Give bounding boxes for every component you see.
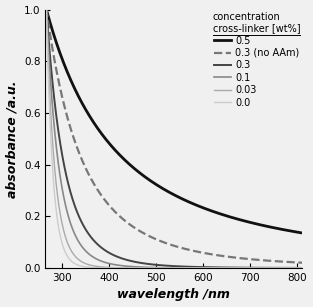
0.3 (no AAm): [88, 175, 92, 179]
0.3 (no AAm): [295, 261, 299, 264]
0.3: [88, 234, 92, 238]
0.5: [153, 182, 157, 186]
0.3 (no AAm): [268, 259, 271, 262]
Legend: 0.5, 0.3 (no AAm), 0.3, 0.1, 0.03, 0.0: 0.5, 0.3 (no AAm), 0.3, 0.1, 0.03, 0.0: [213, 11, 300, 108]
0.0: [268, 266, 271, 270]
0.3 (no AAm): [73, 139, 77, 143]
Line: 0.0: 0.0: [45, 10, 302, 268]
0.3: [142, 262, 146, 265]
0.5: [73, 87, 77, 91]
0.3: [153, 263, 157, 266]
0.03: [73, 254, 77, 258]
0.1: [153, 266, 157, 269]
0.03: [142, 266, 146, 270]
0.1: [268, 266, 271, 270]
0.3 (no AAm): [153, 237, 157, 241]
0.03: [44, 8, 47, 11]
Line: 0.1: 0.1: [45, 10, 302, 268]
X-axis label: wavelength /nm: wavelength /nm: [117, 289, 230, 301]
Line: 0.5: 0.5: [45, 10, 302, 233]
0.03: [268, 266, 271, 270]
0.0: [300, 266, 304, 270]
Line: 0.03: 0.03: [45, 10, 302, 268]
0.0: [142, 266, 146, 270]
0.1: [142, 265, 146, 269]
0.03: [300, 266, 304, 270]
Y-axis label: absorbance /a.u.: absorbance /a.u.: [6, 80, 18, 197]
Line: 0.3: 0.3: [45, 10, 302, 268]
0.3 (no AAm): [142, 231, 146, 235]
0.0: [295, 266, 299, 270]
0.1: [73, 232, 77, 236]
0.3: [44, 8, 47, 11]
0.03: [153, 266, 157, 270]
0.3: [300, 266, 304, 270]
0.3: [295, 266, 299, 270]
0.0: [73, 262, 77, 266]
0.0: [44, 8, 47, 11]
0.5: [268, 225, 271, 229]
0.1: [88, 253, 92, 257]
0.03: [295, 266, 299, 270]
Line: 0.3 (no AAm): 0.3 (no AAm): [45, 10, 302, 263]
0.3 (no AAm): [300, 261, 304, 265]
0.03: [88, 263, 92, 267]
0.1: [44, 8, 47, 11]
0.3 (no AAm): [44, 8, 47, 11]
0.0: [88, 266, 92, 269]
0.5: [88, 115, 92, 119]
0.1: [300, 266, 304, 270]
0.3: [73, 204, 77, 208]
0.5: [44, 8, 47, 11]
0.5: [295, 230, 299, 234]
0.5: [142, 174, 146, 178]
0.5: [300, 231, 304, 235]
0.3: [268, 266, 271, 270]
0.1: [295, 266, 299, 270]
0.0: [153, 266, 157, 270]
